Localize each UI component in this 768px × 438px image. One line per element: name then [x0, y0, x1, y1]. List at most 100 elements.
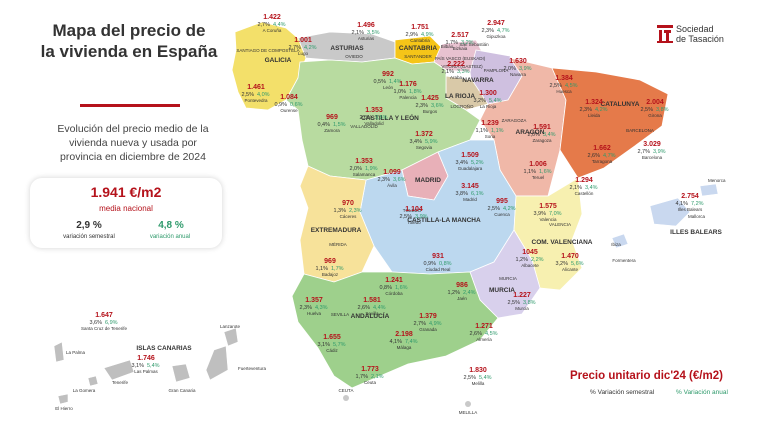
province-anual: 3,9%	[653, 149, 666, 155]
province-name: Albacete	[521, 263, 539, 268]
province-price: 2.222	[447, 61, 465, 68]
province-name: Cantabria	[410, 38, 430, 43]
province-anual: 1,7%	[331, 266, 344, 272]
province-name: Granada	[419, 327, 437, 332]
region-valenciana	[513, 177, 583, 291]
ccaa-label-murcia: MURCIA	[489, 287, 515, 294]
province-semestral: 2,5%	[487, 206, 500, 212]
province-price: 1.630	[509, 58, 527, 65]
province-price: 1.379	[419, 313, 437, 320]
province-name: Cádiz	[326, 348, 338, 353]
province-semestral: 2,3%	[415, 103, 428, 109]
city-santiago: SANTIAGO DE COMPOSTELA	[236, 48, 299, 53]
province-anual: 3,6%	[431, 103, 444, 109]
province-name: Navarra	[510, 72, 527, 77]
province-name: Pontevedra	[244, 98, 268, 103]
province-semestral: 2,9%	[405, 32, 418, 38]
province-name: Valladolid	[364, 121, 384, 126]
province-anual: 4,7%	[497, 28, 510, 34]
province-anual: 4,2%	[595, 107, 608, 113]
province-anual: 4,3%	[315, 305, 328, 311]
region-clm	[359, 139, 517, 275]
city-valencia: VALENCIA	[549, 222, 571, 227]
province-anual: 4,9%	[429, 321, 442, 327]
ccaa-label-canarias: ISLAS CANARIAS	[136, 345, 192, 352]
province-name: Huesca	[556, 89, 572, 94]
province-price: 986	[456, 282, 468, 289]
province-price: 1.655	[323, 334, 341, 341]
province-semestral: 1,7%	[355, 374, 368, 380]
city-bilbao: Bilbao	[441, 44, 454, 49]
province-name: Santa Cruz de Tenerife	[81, 326, 127, 331]
province-price: 1.271	[475, 323, 493, 330]
city-pamplona: PAMPLONA	[484, 68, 509, 73]
ccaa-label-aragon: ARAGÓN	[516, 127, 545, 136]
title-divider	[80, 104, 180, 107]
city-zaragoza: ZARAGOZA	[502, 118, 527, 123]
province-anual: 3,4%	[543, 132, 556, 138]
province-name: Gipuzkoa	[486, 34, 506, 39]
province-semestral: 2,6%	[587, 153, 600, 159]
province-name: Salamanca	[353, 172, 376, 177]
legend-title: Precio unitario dic'24 (€/m2)	[570, 370, 723, 382]
province-semestral: 2,0%	[527, 132, 540, 138]
province-name: Soria	[485, 134, 496, 139]
city-vitoria: VITORIA (GASTEIZ)	[441, 64, 483, 69]
ccaa-label-madrid: MADRID	[415, 177, 441, 184]
national-semestral-value: 2,9 %	[76, 220, 102, 231]
city-toledo: TOLEDO	[403, 208, 422, 213]
province-name: A Coruña	[263, 28, 282, 33]
national-price: 1.941 €/m2	[90, 184, 162, 200]
city-melilla: MELILLA	[459, 410, 478, 415]
province-semestral: 2,7%	[288, 45, 301, 51]
province-price: 1.176	[399, 81, 417, 88]
province-anual: 0,8%	[439, 261, 452, 267]
province-price: 1.006	[529, 161, 547, 168]
province-anual: 2,2%	[531, 257, 544, 263]
province-price: 969	[326, 114, 338, 121]
province-anual: 6,9%	[105, 320, 118, 326]
brand-logo-icon	[657, 25, 673, 43]
province-name: Valencia	[540, 217, 557, 222]
province-name: Zaragoza	[532, 138, 552, 143]
province-semestral: 2,3%	[299, 305, 312, 311]
province-semestral: 3,9%	[533, 211, 546, 217]
ccaa-label-andalucia: ANDALUCÍA	[351, 311, 390, 320]
province-anual: 1,9%	[365, 166, 378, 172]
province-semestral: 4,1%	[389, 339, 402, 345]
ccaa-label-asturias: ASTURIAS	[330, 45, 364, 52]
ccaa-label-cantabria: CANTABRIA	[399, 45, 437, 52]
province-semestral: 3,1%	[317, 342, 330, 348]
province-anual: 3,5%	[375, 115, 388, 121]
region-ceuta	[343, 395, 349, 401]
legend-semestral: % Variación semestral	[590, 389, 655, 396]
province-price: 1.830	[469, 367, 487, 374]
province-price: 1.425	[421, 95, 439, 102]
national-semestral-label: variación semestral	[63, 234, 115, 240]
brand-line-1: Sociedad	[676, 24, 714, 34]
page-title: Mapa del precio de la vivienda en España	[34, 20, 224, 62]
province-price: 1.227	[513, 292, 531, 299]
page-subtitle: Evolución del precio medio de la viviend…	[18, 122, 248, 164]
province-semestral: 3,6%	[89, 320, 102, 326]
province-semestral: 3,2%	[473, 98, 486, 104]
province-semestral: 2,5%	[549, 83, 562, 89]
province-price: 1.470	[561, 253, 579, 260]
province-name: Barcelona	[642, 155, 663, 160]
ccaa-label-cyl: CASTILLA Y LEÓN	[361, 113, 419, 122]
province-semestral: 1,1%	[475, 128, 488, 134]
